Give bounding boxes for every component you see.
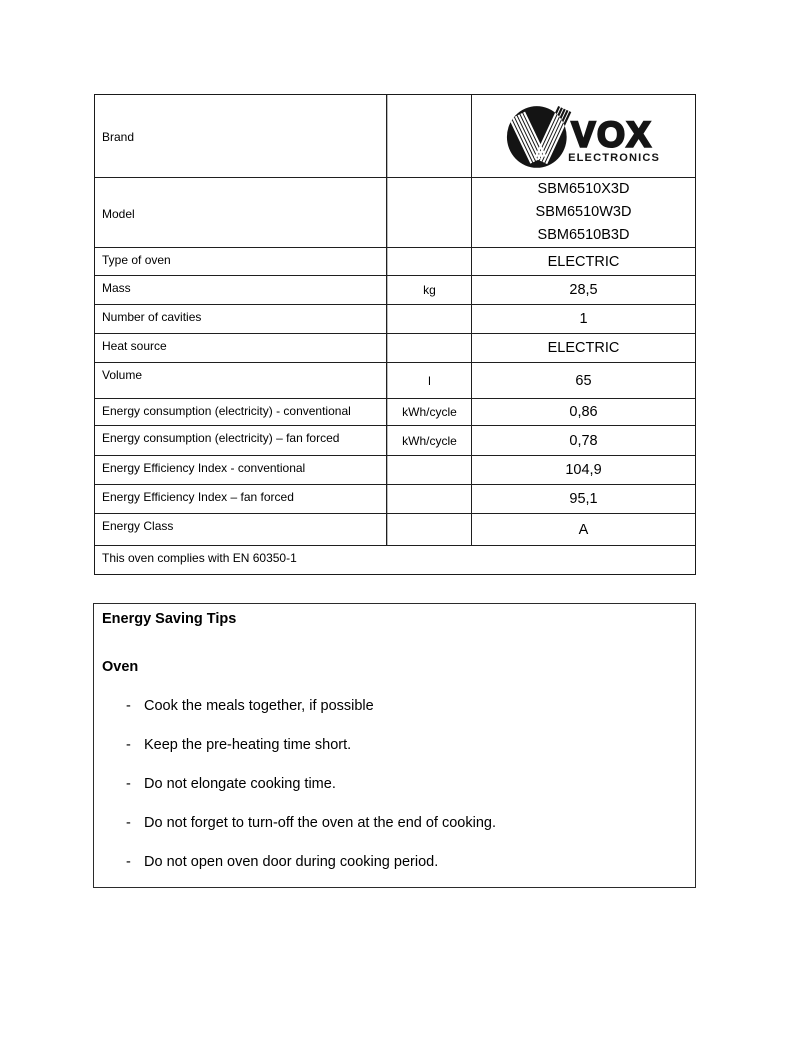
tips-list: - Cook the meals together, if possible -…	[102, 697, 687, 871]
row-unit: l	[387, 363, 472, 398]
model-name: SBM6510W3D	[535, 204, 632, 220]
tip-text: Keep the pre-heating time short.	[144, 737, 352, 753]
row-unit-model	[387, 178, 472, 247]
model-name: SBM6510B3D	[537, 227, 630, 243]
list-item: - Do not forget to turn-off the oven at …	[126, 814, 687, 832]
row-label: Number of cavities	[95, 305, 387, 333]
row-label: Energy consumption (electricity) – fan f…	[95, 426, 387, 455]
row-label: Energy consumption (electricity) - conve…	[95, 399, 387, 425]
table-row-model: Model SBM6510X3D SBM6510W3D SBM6510B3D	[95, 177, 695, 247]
list-item: - Keep the pre-heating time short.	[126, 736, 687, 754]
table-row-type-of-oven: Type of oven ELECTRIC	[95, 247, 695, 275]
tips-title: Energy Saving Tips	[102, 611, 237, 627]
list-item: - Cook the meals together, if possible	[126, 697, 687, 715]
logo-brand-text: VOX	[571, 115, 652, 155]
row-unit: kg	[387, 276, 472, 304]
table-row-energy-consumption-fan-forced: Energy consumption (electricity) – fan f…	[95, 425, 695, 455]
compliance-note: This oven complies with EN 60350-1	[95, 545, 695, 574]
table-row-volume: Volume l 65	[95, 362, 695, 398]
tips-section-heading: Oven	[102, 659, 139, 675]
row-value: A	[578, 521, 589, 538]
table-row-eei-conventional: Energy Efficiency Index - conventional 1…	[95, 455, 695, 484]
table-row-brand: Brand	[95, 95, 695, 177]
logo-subtitle-text: ELECTRONICS	[568, 152, 660, 164]
bullet-dash: -	[126, 854, 131, 870]
row-label: Volume	[95, 363, 387, 398]
model-list: SBM6510X3D SBM6510W3D SBM6510B3D	[536, 178, 632, 247]
list-item: - Do not open oven door during cooking p…	[126, 853, 687, 871]
row-value: ELECTRIC	[547, 253, 620, 270]
list-item: - Do not elongate cooking time.	[126, 775, 687, 793]
row-label: Mass	[95, 276, 387, 304]
row-value: 28,5	[569, 282, 598, 298]
row-label: Energy Efficiency Index – fan forced	[95, 485, 387, 513]
row-value: 0,78	[569, 432, 598, 449]
table-row-heat-source: Heat source ELECTRIC	[95, 333, 695, 362]
bullet-dash: -	[126, 737, 131, 753]
row-unit	[387, 305, 472, 333]
row-value: 0,86	[569, 404, 598, 420]
row-unit	[387, 485, 472, 513]
table-row-mass: Mass kg 28,5	[95, 275, 695, 304]
bullet-dash: -	[126, 698, 131, 714]
tip-text: Do not elongate cooking time.	[144, 776, 336, 792]
row-unit	[387, 334, 472, 362]
row-label-model: Model	[95, 178, 387, 247]
tip-text: Do not open oven door during cooking per…	[144, 854, 439, 870]
row-value: 1	[579, 311, 588, 327]
row-unit	[387, 514, 472, 545]
row-unit	[387, 456, 472, 484]
row-unit-brand	[387, 95, 472, 177]
row-label: Heat source	[95, 334, 387, 362]
vox-electronics-logo: VOX ELECTRONICS	[506, 105, 660, 168]
row-value: 95,1	[569, 491, 598, 507]
row-unit: kWh/cycle	[387, 399, 472, 425]
spec-table: Brand	[94, 94, 696, 575]
row-value: ELECTRIC	[547, 340, 620, 356]
table-row-eei-fan-forced: Energy Efficiency Index – fan forced 95,…	[95, 484, 695, 513]
row-label: Type of oven	[95, 248, 387, 275]
table-row-number-of-cavities: Number of cavities 1	[95, 304, 695, 333]
model-name: SBM6510X3D	[537, 181, 630, 197]
table-row-energy-consumption-conventional: Energy consumption (electricity) - conve…	[95, 398, 695, 425]
row-value-brand: VOX ELECTRONICS	[472, 95, 695, 177]
bullet-dash: -	[126, 815, 131, 831]
row-label: Energy Efficiency Index - conventional	[95, 456, 387, 484]
tip-text: Do not forget to turn-off the oven at th…	[144, 815, 496, 831]
row-label: Energy Class	[95, 514, 387, 545]
energy-saving-tips-box: Energy Saving Tips Oven - Cook the meals…	[93, 603, 696, 888]
row-label-brand: Brand	[95, 95, 387, 177]
row-unit	[387, 248, 472, 275]
row-value-model: SBM6510X3D SBM6510W3D SBM6510B3D	[472, 178, 695, 247]
row-unit: kWh/cycle	[387, 426, 472, 455]
bullet-dash: -	[126, 776, 131, 792]
row-value: 104,9	[565, 462, 602, 478]
row-value: 65	[575, 372, 592, 389]
tip-text: Cook the meals together, if possible	[144, 698, 374, 714]
table-row-energy-class: Energy Class A	[95, 513, 695, 545]
